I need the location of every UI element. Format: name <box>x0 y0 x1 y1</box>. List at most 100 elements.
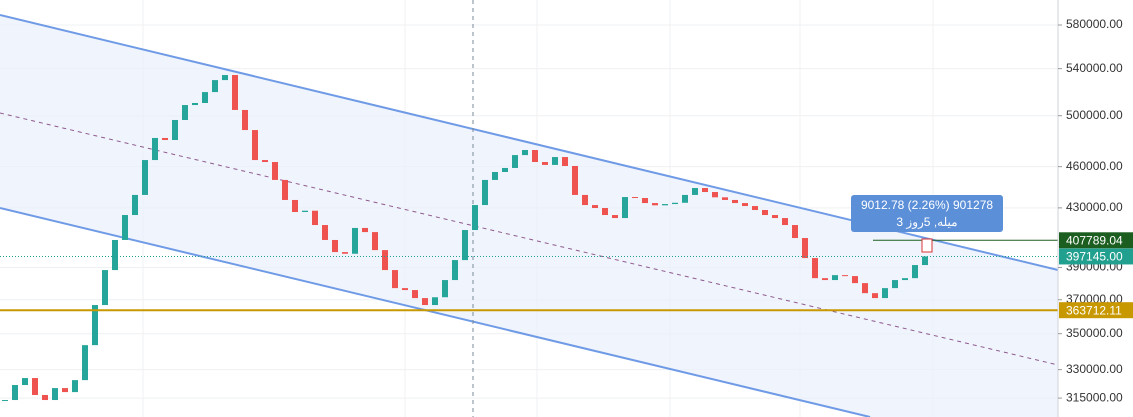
candle <box>542 162 548 165</box>
candle <box>202 92 208 103</box>
candle <box>612 215 618 219</box>
candle <box>632 197 638 199</box>
candle <box>392 270 398 289</box>
candle <box>552 157 558 165</box>
candle <box>622 197 628 219</box>
tooltip: 9012.78 (2.26%) 901278 میله, 5روز 3 <box>851 195 1003 232</box>
candle <box>172 119 178 141</box>
candle <box>232 75 238 110</box>
candle <box>892 280 898 289</box>
candle <box>822 278 828 281</box>
candle <box>112 239 118 271</box>
price-tag <box>1059 248 1133 265</box>
candle <box>592 205 598 209</box>
price-tag-label: 407789.04 <box>1066 233 1123 247</box>
candle <box>422 298 428 306</box>
candle <box>102 270 108 306</box>
candle <box>452 260 458 281</box>
candle <box>252 130 258 161</box>
candle <box>82 345 88 381</box>
candle <box>212 80 218 93</box>
candle <box>482 179 488 206</box>
candle <box>842 275 848 277</box>
channel-fill <box>0 15 1058 417</box>
tooltip-line: میله, 5روز 3 <box>896 215 958 229</box>
candle <box>352 227 358 254</box>
candle <box>22 378 28 386</box>
y-tick-label: 500000.00 <box>1066 108 1123 122</box>
price-tag-label: 397145.00 <box>1066 250 1123 264</box>
candle <box>682 194 688 203</box>
marker-icon <box>921 238 933 253</box>
candle <box>372 232 378 251</box>
candle <box>42 394 48 401</box>
price-lines <box>0 239 1058 312</box>
candle <box>522 150 528 156</box>
candle <box>282 179 288 200</box>
candle <box>902 278 908 281</box>
y-tick-label: 430000.00 <box>1066 200 1123 214</box>
price-tag <box>1059 302 1133 319</box>
candle <box>572 165 578 195</box>
y-tick-label: 540000.00 <box>1066 61 1123 75</box>
candle <box>582 194 588 206</box>
candle <box>722 197 728 200</box>
y-tick-label: 460000.00 <box>1066 159 1123 173</box>
candle <box>782 218 788 226</box>
price-axis: 580000.00 540000.00 500000.00 460000.00 4300… <box>1058 17 1133 404</box>
candle <box>62 388 68 393</box>
candle <box>732 199 738 204</box>
candle <box>492 171 498 180</box>
candle <box>432 297 438 306</box>
candles <box>2 75 928 402</box>
candle <box>672 202 678 205</box>
candle <box>142 160 148 195</box>
candle <box>832 275 838 281</box>
candle <box>412 290 418 299</box>
price-tag <box>1059 232 1133 249</box>
candle <box>912 265 918 279</box>
candle <box>562 157 568 166</box>
y-tick-label: 315000.00 <box>1066 390 1123 404</box>
candle <box>762 210 768 216</box>
candle <box>462 230 468 261</box>
candle <box>302 210 308 213</box>
candle <box>802 238 808 259</box>
candle <box>122 215 128 240</box>
candle <box>242 109 248 131</box>
candle <box>72 380 78 393</box>
candle <box>792 225 798 239</box>
candle <box>472 205 478 231</box>
y-tick-label: 330000.00 <box>1066 362 1123 376</box>
candle <box>12 385 18 401</box>
candle <box>32 378 38 395</box>
candle <box>882 288 888 299</box>
candle <box>382 250 388 271</box>
candle <box>642 198 648 204</box>
candle <box>322 225 328 240</box>
candle <box>862 283 868 294</box>
candle <box>812 258 818 279</box>
price-tag-label: 363712.11 <box>1066 303 1122 317</box>
candle <box>742 203 748 207</box>
candle <box>152 137 158 161</box>
y-tick-label: 350000.00 <box>1066 326 1123 340</box>
candle <box>512 155 518 168</box>
candle <box>702 188 708 193</box>
candle <box>402 288 408 291</box>
candle <box>312 210 318 226</box>
candle <box>852 276 858 284</box>
candle <box>222 75 228 81</box>
candle <box>712 192 718 198</box>
candle <box>922 256 928 266</box>
candle <box>532 150 538 163</box>
y-tick-label: 580000.00 <box>1066 17 1123 31</box>
candle <box>602 208 608 216</box>
channel-lower <box>0 207 871 417</box>
candle <box>342 252 348 254</box>
candle <box>272 162 278 180</box>
candle <box>262 160 268 163</box>
candle <box>502 167 508 172</box>
